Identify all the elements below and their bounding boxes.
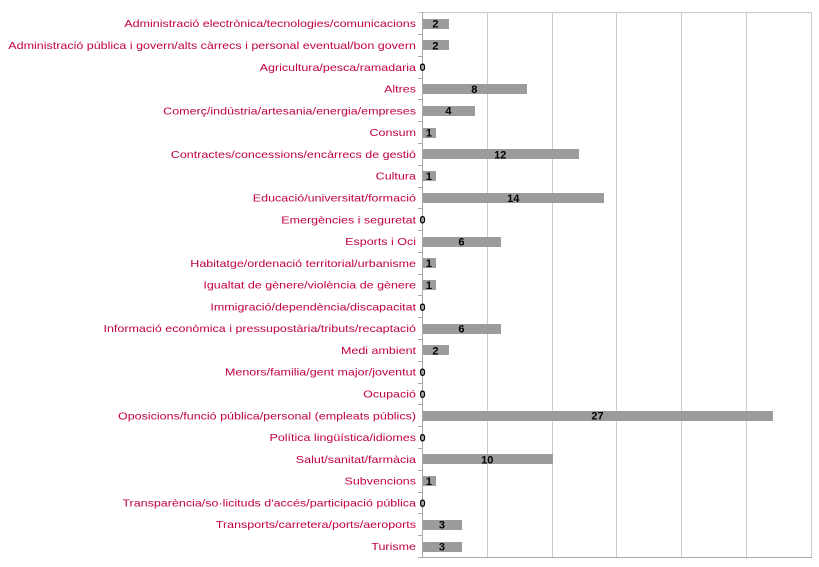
svg-text:Medi ambient: Medi ambient: [341, 345, 416, 357]
svg-text:6: 6: [458, 324, 464, 336]
svg-text:Salut/sanitat/farmàcia: Salut/sanitat/farmàcia: [296, 454, 416, 466]
svg-text:0: 0: [419, 389, 425, 401]
svg-text:Altres: Altres: [384, 84, 416, 96]
svg-text:1: 1: [426, 258, 432, 270]
svg-text:2: 2: [432, 40, 438, 52]
svg-text:3: 3: [439, 541, 445, 553]
svg-text:Política lingüística/idiomes: Política lingüística/idiomes: [270, 432, 417, 444]
svg-text:Turisme: Turisme: [371, 541, 416, 553]
svg-text:6: 6: [458, 236, 464, 248]
svg-text:Igualtat de gènere/violència d: Igualtat de gènere/violència de gènere: [203, 280, 416, 292]
svg-text:0: 0: [419, 62, 425, 74]
svg-text:10: 10: [481, 454, 493, 466]
svg-text:Transports/carretera/ports/aer: Transports/carretera/ports/aeroports: [216, 519, 416, 531]
svg-text:27: 27: [591, 411, 603, 423]
svg-text:1: 1: [426, 128, 432, 140]
svg-text:4: 4: [445, 106, 452, 118]
svg-text:Informació econòmica i pressup: Informació econòmica i pressupostària/tr…: [104, 323, 417, 335]
svg-text:0: 0: [419, 367, 425, 379]
svg-text:1: 1: [426, 476, 432, 488]
svg-text:Comerç/indústria/artesania/ene: Comerç/indústria/artesania/energia/empre…: [163, 105, 416, 117]
svg-text:2: 2: [432, 19, 438, 31]
svg-text:1: 1: [426, 280, 432, 292]
svg-text:2: 2: [432, 345, 438, 357]
svg-text:Emergències i seguretat: Emergències i seguretat: [281, 214, 416, 226]
svg-text:Oposicions/funció pública/pers: Oposicions/funció pública/personal (empl…: [118, 410, 416, 422]
svg-text:Ocupació: Ocupació: [363, 389, 416, 401]
svg-text:Administració electrònica/tecn: Administració electrònica/tecnologies/co…: [124, 18, 416, 30]
svg-text:0: 0: [419, 215, 425, 227]
svg-text:Menors/familia/gent major/jove: Menors/familia/gent major/joventut: [225, 367, 416, 379]
svg-text:14: 14: [507, 193, 520, 205]
svg-text:Esports i Oci: Esports i Oci: [345, 236, 416, 248]
svg-text:0: 0: [419, 498, 425, 510]
svg-text:Educació/universitat/formació: Educació/universitat/formació: [253, 192, 416, 204]
svg-text:Immigració/dependència/discapa: Immigració/dependència/discapacitat: [210, 301, 416, 313]
svg-text:Agricultura/pesca/ramadaria: Agricultura/pesca/ramadaria: [260, 62, 416, 74]
svg-text:0: 0: [419, 432, 425, 444]
svg-text:Cultura: Cultura: [376, 171, 416, 183]
svg-text:Contractes/concessions/encàrre: Contractes/concessions/encàrrecs de gest…: [171, 149, 416, 161]
svg-text:Habitatge/ordenació territoria: Habitatge/ordenació territorial/urbanism…: [190, 258, 416, 270]
svg-text:Consum: Consum: [370, 127, 417, 139]
svg-text:8: 8: [471, 84, 477, 96]
svg-text:0: 0: [419, 302, 425, 314]
svg-text:1: 1: [426, 171, 432, 183]
svg-text:Subvencions: Subvencions: [345, 476, 417, 488]
svg-text:Administració pública i govern: Administració pública i govern/alts càrr…: [8, 40, 416, 52]
svg-text:Transparència/so·licituds d'ac: Transparència/so·licituds d'accés/partic…: [122, 497, 416, 509]
svg-text:3: 3: [439, 520, 445, 532]
svg-text:12: 12: [494, 149, 506, 161]
